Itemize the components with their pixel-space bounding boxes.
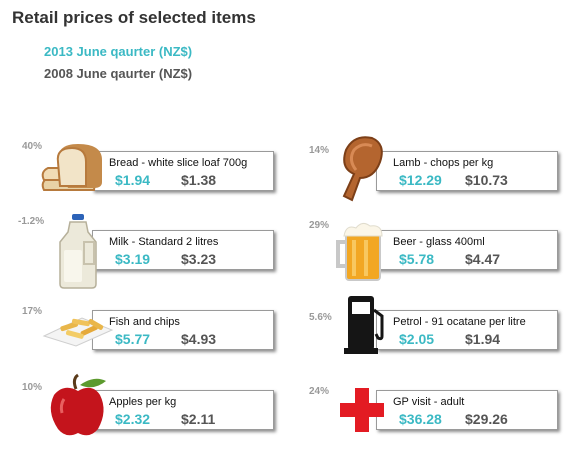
percent-change-lamb: 14% (309, 145, 330, 156)
price-2008-apples: $2.11 (181, 411, 216, 427)
item-label-lamb: Lamb - chops per kg (393, 157, 494, 169)
price-2013-petrol: $2.05 (399, 331, 435, 347)
percent-change-gp-visit: 24% (309, 386, 330, 397)
price-2013-fish-and-chips: $5.77 (115, 331, 151, 347)
price-card-petrol: Petrol - 91 ocatane per litre $2.05 $1.9… (376, 310, 558, 350)
price-2013-lamb: $12.29 (399, 172, 442, 188)
percent-change-milk: -1.2% (18, 216, 45, 227)
percent-change-beer: 29% (309, 220, 330, 231)
price-card-fish-and-chips: Fish and chips $5.77 $4.93 (92, 310, 274, 350)
price-card-apples: Apples per kg $2.32 $2.11 (92, 390, 274, 430)
item-label-beer: Beer - glass 400ml (393, 236, 485, 248)
item-label-petrol: Petrol - 91 ocatane per litre (393, 316, 526, 328)
item-label-gp-visit: GP visit - adult (393, 396, 465, 408)
legend-2013: 2013 June qaurter (NZ$) (44, 44, 193, 59)
price-2008-fish-and-chips: $4.93 (181, 331, 217, 347)
price-card-beer: Beer - glass 400ml $5.78 $4.47 (376, 230, 558, 270)
percent-change-apples: 10% (22, 382, 43, 393)
price-card-gp-visit: GP visit - adult $36.28 $29.26 (376, 390, 558, 430)
beer-glass-icon (336, 222, 383, 281)
price-card-bread: Bread - white slice loaf 700g $1.94 $1.3… (92, 151, 274, 191)
apple-icon (50, 373, 106, 436)
bread-icon (41, 144, 102, 191)
red-cross-icon (340, 388, 384, 432)
legend-2008: 2008 June qaurter (NZ$) (44, 66, 193, 81)
price-card-lamb: Lamb - chops per kg $12.29 $10.73 (376, 151, 558, 191)
milk-bottle-icon (59, 214, 97, 289)
price-2008-bread: $1.38 (181, 172, 217, 188)
chart-title: Retail prices of selected items (12, 8, 256, 27)
percent-change-bread: 40% (22, 141, 43, 152)
item-label-milk: Milk - Standard 2 litres (109, 236, 219, 248)
price-card-milk: Milk - Standard 2 litres $3.19 $3.23 (92, 230, 274, 270)
price-2008-milk: $3.23 (181, 251, 217, 267)
price-2013-beer: $5.78 (399, 251, 435, 267)
percent-change-petrol: 5.6% (309, 312, 332, 323)
percent-change-fish-and-chips: 17% (22, 306, 43, 317)
price-2008-beer: $4.47 (465, 251, 501, 267)
price-2013-bread: $1.94 (115, 172, 151, 188)
price-2013-milk: $3.19 (115, 251, 151, 267)
price-2013-apples: $2.32 (115, 411, 151, 427)
item-label-bread: Bread - white slice loaf 700g (109, 157, 248, 169)
petrol-pump-icon (344, 296, 384, 354)
price-2008-lamb: $10.73 (465, 172, 508, 188)
price-2008-gp-visit: $29.26 (465, 411, 508, 427)
item-label-fish-and-chips: Fish and chips (109, 316, 180, 328)
fish-and-chips-icon (42, 317, 114, 347)
price-2013-gp-visit: $36.28 (399, 411, 442, 427)
lamb-chop-icon (342, 136, 383, 202)
price-2008-petrol: $1.94 (465, 331, 501, 347)
item-label-apples: Apples per kg (109, 396, 177, 408)
